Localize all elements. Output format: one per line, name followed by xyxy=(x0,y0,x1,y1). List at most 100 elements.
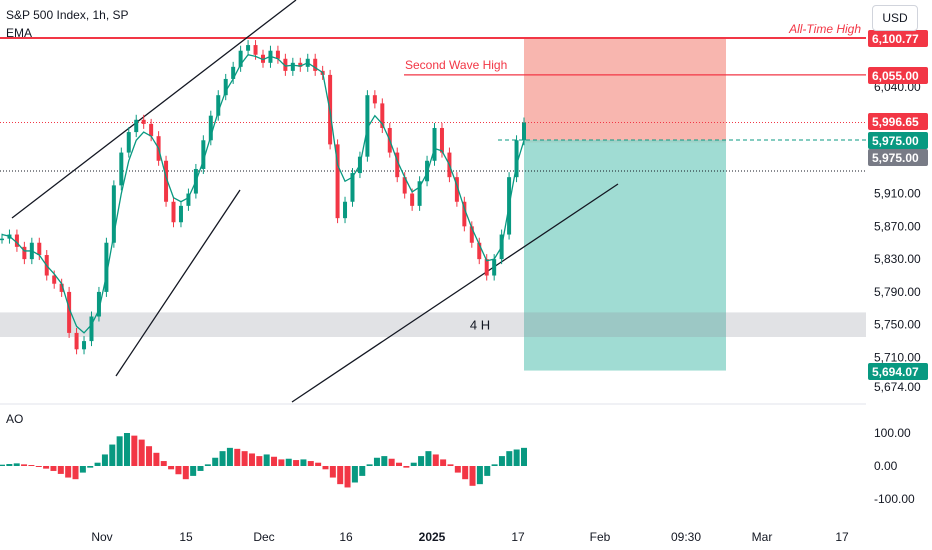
ao-bar xyxy=(146,446,153,466)
price-candle xyxy=(417,181,422,206)
price-tags: 6,100.77 6,055.00 5,996.65 5,975.00 5,975.00… xyxy=(868,30,928,380)
price-candle xyxy=(335,144,340,219)
rising-support-line xyxy=(291,183,619,403)
ema-legend[interactable]: EMA xyxy=(6,26,33,40)
price-candle xyxy=(178,205,183,223)
ao-bar xyxy=(285,458,292,466)
ao-bar xyxy=(168,466,175,470)
price-candle xyxy=(298,62,303,67)
price-candle xyxy=(246,45,251,51)
time-tick-label: 16 xyxy=(339,530,353,544)
ao-bar xyxy=(50,466,57,471)
price-tag-label: 5,694.07 xyxy=(872,365,919,379)
price-tick-label: 5,750.00 xyxy=(874,318,921,332)
ao-bar xyxy=(234,448,241,466)
ao-bar xyxy=(190,466,197,476)
price-tag xyxy=(868,363,928,380)
ao-bar xyxy=(28,465,35,467)
ao-bar xyxy=(109,444,116,466)
ao-bar xyxy=(440,459,447,466)
price-tick-label: 5,910.00 xyxy=(874,187,921,201)
price-candle xyxy=(52,275,57,284)
ao-bar xyxy=(454,466,461,473)
time-tick-label: Feb xyxy=(590,530,611,544)
price-candle xyxy=(261,54,265,63)
ao-bar xyxy=(469,466,476,486)
price-candle xyxy=(216,95,221,116)
ao-legend[interactable]: AO xyxy=(6,412,24,426)
ao-bar xyxy=(175,466,182,475)
price-candle xyxy=(141,119,146,124)
ao-bar xyxy=(506,451,513,466)
price-tag-label: 6,055.00 xyxy=(872,69,919,83)
ao-bar xyxy=(123,433,130,466)
ao-bar xyxy=(388,458,395,466)
price-candle xyxy=(350,173,355,202)
ao-bar xyxy=(212,457,219,466)
ao-bar xyxy=(307,461,314,466)
ao-tick-label: -100.00 xyxy=(874,492,915,506)
ao-bar xyxy=(513,449,520,466)
ao-tick-label: 0.00 xyxy=(874,459,898,473)
ao-bar xyxy=(0,464,5,466)
time-tick-label: 17 xyxy=(511,530,525,544)
currency-button[interactable]: USD xyxy=(872,5,918,31)
price-candle xyxy=(514,140,519,178)
price-tag xyxy=(868,30,928,47)
ao-bar xyxy=(87,466,94,468)
price-candle xyxy=(67,291,72,333)
price-tick-label: 5,830.00 xyxy=(874,252,921,266)
ao-tick-label: 100.00 xyxy=(874,426,911,440)
price-candle xyxy=(469,226,474,243)
price-candle xyxy=(96,291,101,317)
ao-bar xyxy=(116,436,123,466)
price-candle xyxy=(231,66,236,79)
price-tick-label: 5,710.00 xyxy=(874,350,921,364)
price-candle xyxy=(82,341,87,350)
support-zone-label: 4 H xyxy=(470,318,490,333)
price-candle xyxy=(477,242,482,260)
price-tag xyxy=(868,67,928,84)
price-candle xyxy=(164,160,169,202)
ao-bar xyxy=(241,451,248,466)
ao-bar xyxy=(271,456,278,466)
ao-bar xyxy=(43,466,50,469)
ao-bar xyxy=(322,466,329,470)
price-marks xyxy=(0,40,526,355)
ao-bar xyxy=(204,464,211,466)
price-candle xyxy=(462,201,467,227)
ao-bar xyxy=(226,447,233,466)
ao-bar xyxy=(410,462,417,466)
price-candle xyxy=(149,123,154,137)
price-candle xyxy=(134,119,139,133)
ao-bar xyxy=(278,459,285,466)
price-candle xyxy=(22,246,27,260)
price-candle xyxy=(223,78,228,96)
ao-bar xyxy=(418,456,425,466)
ao-bar xyxy=(21,464,28,466)
price-tag xyxy=(868,132,928,149)
price-tick-label: 5,870.00 xyxy=(874,219,921,233)
price-tick-label: 5,674.00 xyxy=(874,380,921,394)
price-candle xyxy=(126,132,131,153)
ao-bar xyxy=(476,466,483,485)
price-candle xyxy=(89,316,94,342)
ao-bar xyxy=(344,466,351,488)
price-candle xyxy=(484,259,489,276)
ao-bar xyxy=(131,435,138,466)
all-time-high-label: All-Time High xyxy=(788,22,861,36)
ao-bar xyxy=(153,452,160,466)
ao-bar xyxy=(248,453,255,466)
ao-bar xyxy=(396,462,403,466)
price-candle xyxy=(14,234,19,247)
ao-bar xyxy=(219,451,226,466)
price-candle xyxy=(208,115,213,141)
ao-bar xyxy=(315,462,322,466)
ao-bar xyxy=(381,456,388,466)
price-candle xyxy=(522,122,526,141)
price-tag-label: 5,975.00 xyxy=(872,134,919,148)
ao-bar xyxy=(79,466,86,473)
ao-bar xyxy=(94,462,101,466)
